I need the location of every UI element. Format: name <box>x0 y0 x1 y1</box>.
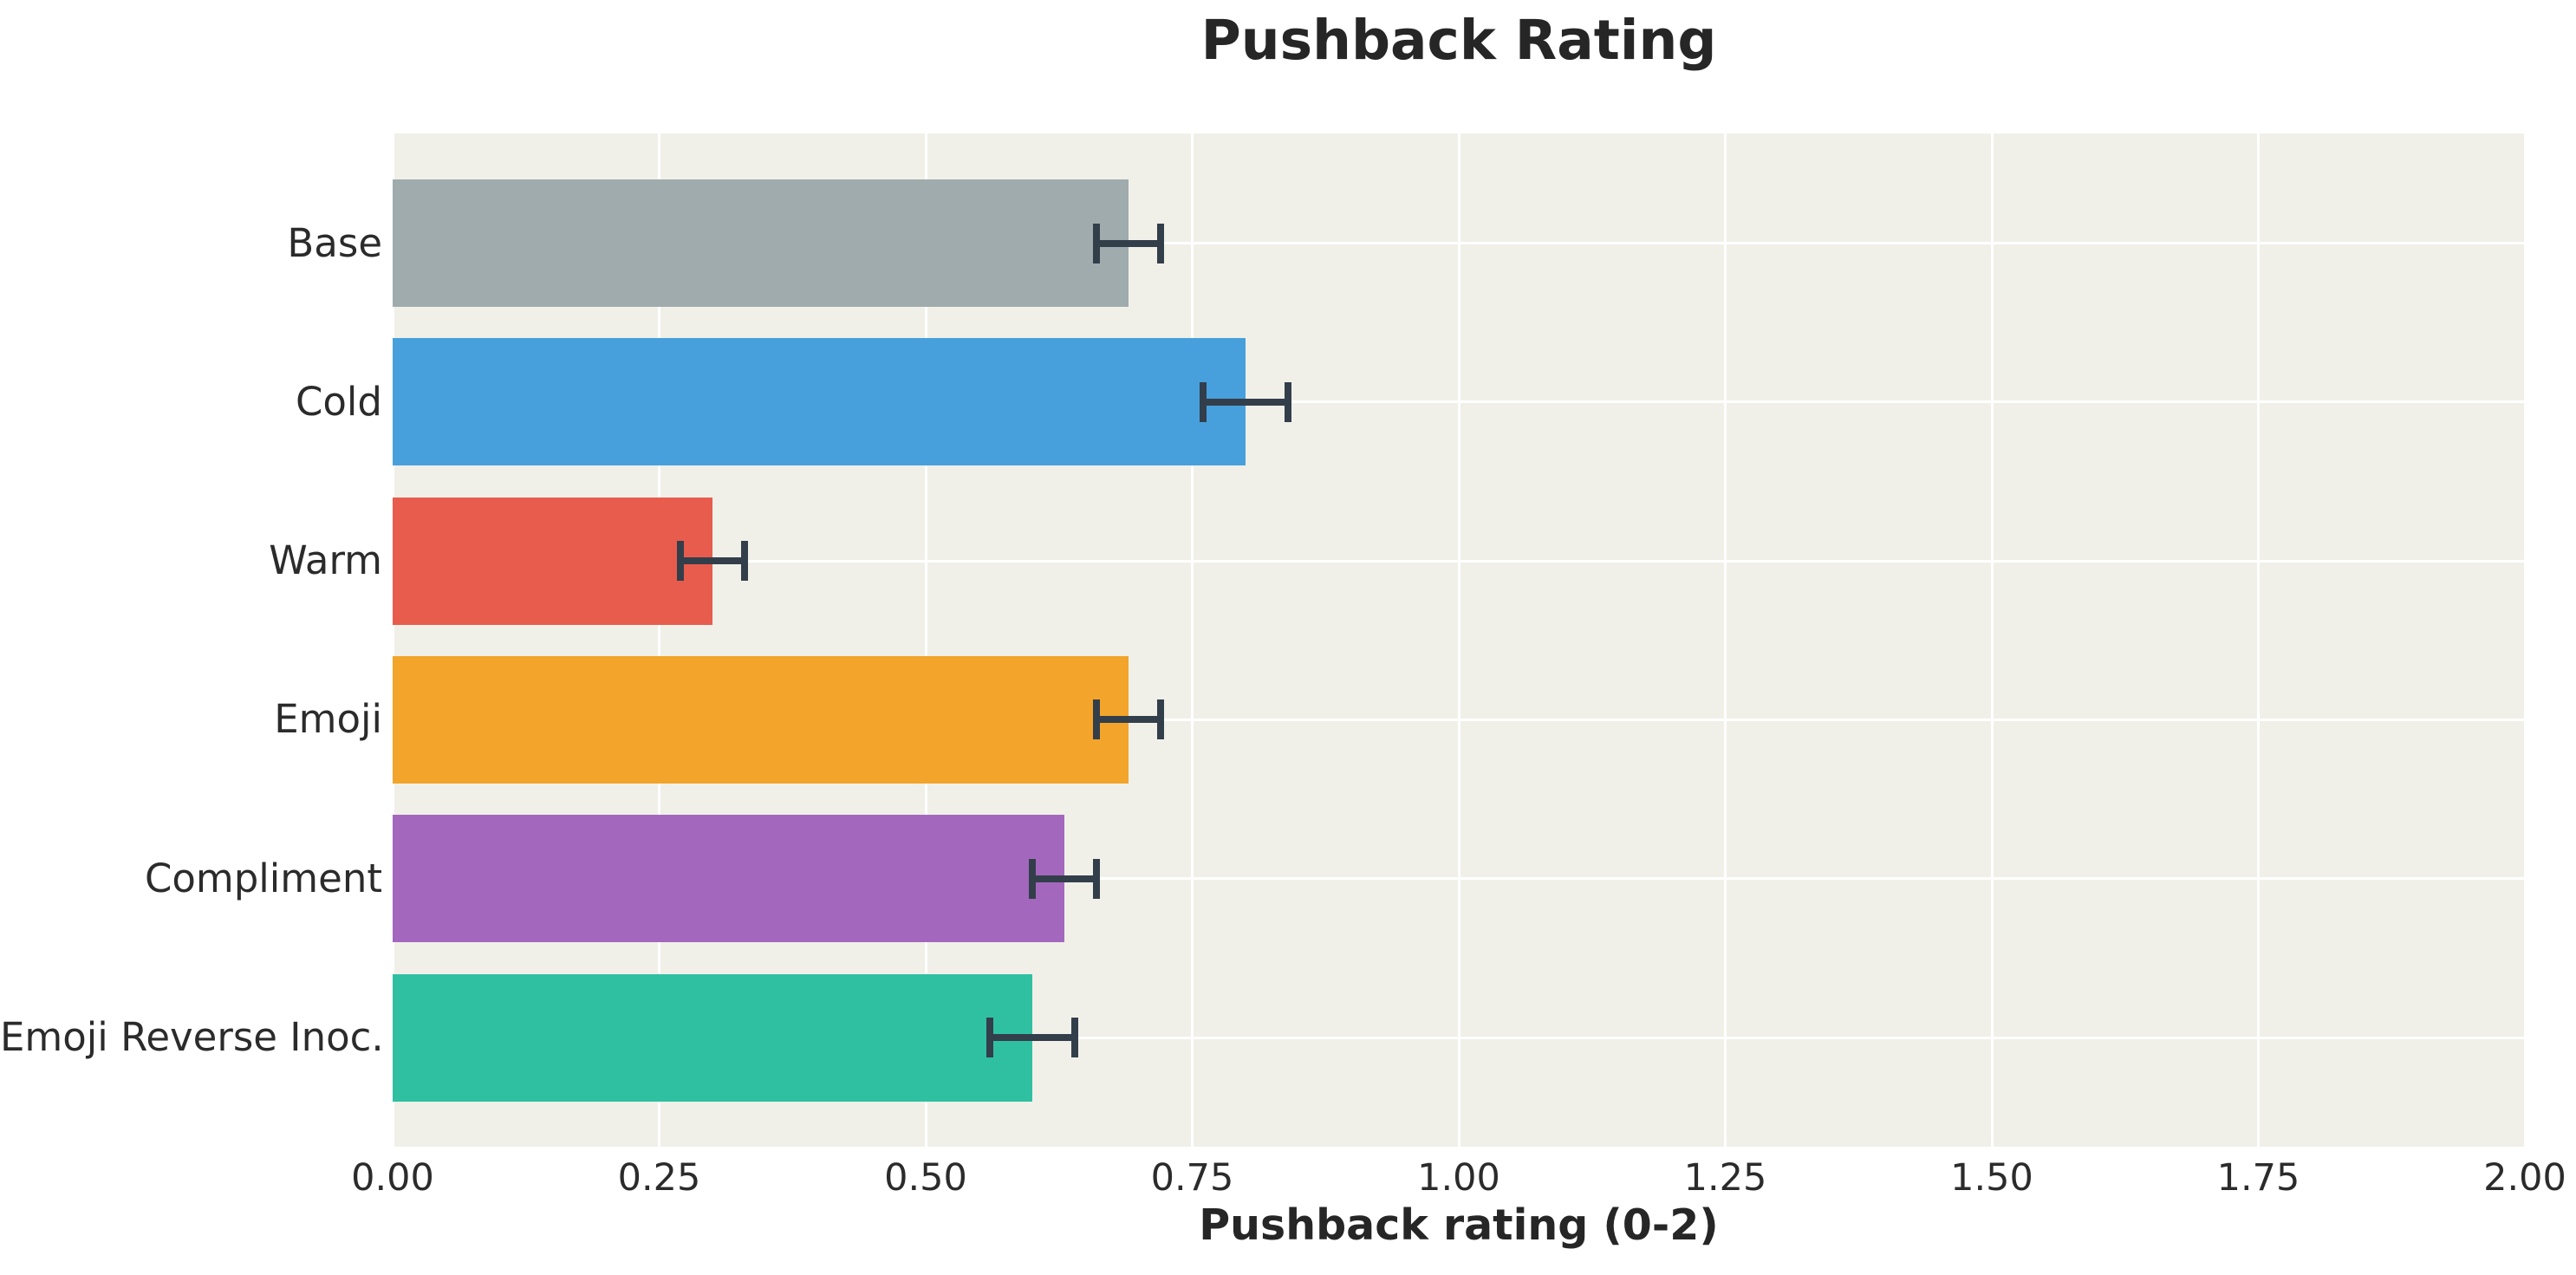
y-tick-label-compliment: Compliment <box>144 855 382 901</box>
bar-emoji-reverse-inoc <box>393 973 1032 1102</box>
y-tick-label-warm: Warm <box>269 537 382 584</box>
y-tick-label-emoji-reverse-inoc: Emoji Reverse Inoc. <box>0 1014 384 1060</box>
grid-vline <box>2257 133 2260 1147</box>
y-tick-label-emoji: Emoji <box>274 696 382 743</box>
x-tick-label: 0.00 <box>351 1156 434 1200</box>
x-tick-label: 0.50 <box>884 1156 967 1200</box>
error-bar-emoji <box>1096 716 1161 724</box>
error-bar-cap-right-emoji-reverse-inoc <box>1071 1018 1079 1057</box>
y-tick-label-base: Base <box>287 219 382 266</box>
bar-compliment <box>393 815 1064 943</box>
error-bar-cap-right-emoji <box>1156 699 1164 740</box>
error-bar-warm <box>680 557 745 565</box>
error-bar-cold <box>1202 398 1289 406</box>
error-bar-cap-left-emoji <box>1092 699 1100 740</box>
grid-vline <box>658 133 660 1147</box>
grid-vline <box>2523 133 2527 1147</box>
error-bar-cap-right-compliment <box>1092 858 1100 899</box>
x-tick-label: 0.25 <box>617 1156 701 1200</box>
error-bar-cap-left-base <box>1092 223 1100 263</box>
error-bar-cap-left-compliment <box>1029 858 1036 899</box>
grid-vline <box>924 133 927 1147</box>
grid-hline <box>393 1036 2525 1039</box>
x-tick-label: 0.75 <box>1150 1156 1234 1200</box>
error-bar-compliment <box>1032 875 1096 882</box>
grid-vline <box>1457 133 1460 1147</box>
plot-area <box>391 133 2527 1147</box>
grid-vline <box>1990 133 1994 1147</box>
x-tick-label: 1.75 <box>2216 1156 2300 1200</box>
x-tick-label: 1.25 <box>1683 1156 1767 1200</box>
x-axis-label: Pushback rating (0-2) <box>1199 1200 1719 1250</box>
bar-base <box>393 179 1129 307</box>
x-tick-label: 1.00 <box>1417 1156 1500 1200</box>
bar-warm <box>393 497 712 625</box>
grid-hline <box>393 718 2525 721</box>
grid-hline <box>393 877 2525 881</box>
error-bar-cap-right-warm <box>740 541 748 582</box>
y-tick-label-cold: Cold <box>295 378 382 425</box>
grid-hline <box>393 400 2525 404</box>
error-bar-emoji-reverse-inoc <box>989 1034 1076 1041</box>
grid-vline <box>1724 133 1727 1147</box>
bar-cold <box>393 338 1246 466</box>
error-bar-cap-left-cold <box>1199 381 1207 422</box>
x-tick-label: 2.00 <box>2483 1156 2566 1200</box>
error-bar-base <box>1096 239 1161 247</box>
grid-hline <box>393 242 2525 244</box>
chart-title: Pushback Rating <box>1200 9 1717 72</box>
grid-hline <box>393 559 2525 563</box>
x-tick-label: 1.50 <box>1950 1156 2033 1200</box>
error-bar-cap-right-cold <box>1285 381 1292 422</box>
grid-vline <box>1191 133 1194 1147</box>
grid-vline <box>391 133 394 1147</box>
error-bar-cap-left-warm <box>677 541 685 582</box>
error-bar-cap-left-emoji-reverse-inoc <box>986 1018 993 1057</box>
error-bar-cap-right-base <box>1156 223 1164 263</box>
bar-emoji <box>393 655 1129 784</box>
